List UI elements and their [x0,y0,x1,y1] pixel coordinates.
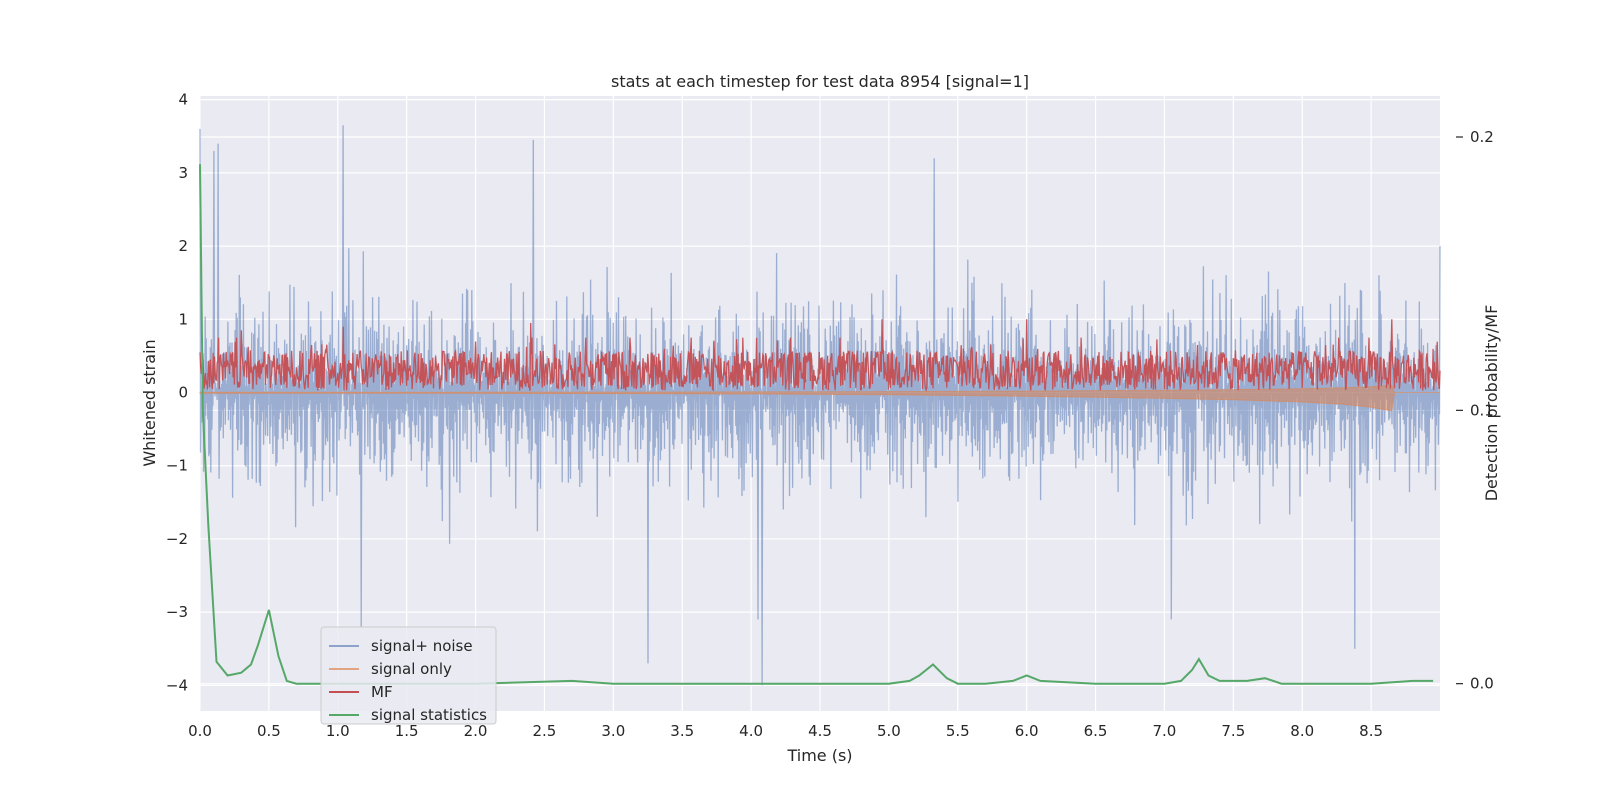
y2-tick-label: 0.1 [1470,401,1494,419]
y2-tick-label: 0.2 [1470,128,1494,146]
x-tick-label: 1.5 [395,722,419,740]
y-tick-label: −4 [166,676,188,694]
y2-tick-label: 0.0 [1470,675,1494,693]
series-signal-statistics-line [199,164,1434,685]
series-signal-only-band [199,384,1440,412]
x-tick-label: 4.5 [808,722,832,740]
x-tick-label: 3.0 [601,722,625,740]
x-axis-label: Time (s) [786,746,852,765]
x-tick-label: 0.0 [188,722,212,740]
y-tick-label: 1 [178,310,188,328]
x-tick-label: 8.0 [1290,722,1314,740]
x-tick-label: 1.0 [326,722,350,740]
x-tick-label: 2.5 [533,722,557,740]
ticks-layer: 0.0 0.5 1.0 1.5 2.0 2.5 3.0 3.5 4.0 4.5 5.0 5.5 6.0 6… [166,91,1494,740]
legend-label: signal statistics [371,706,487,724]
x-tick-label: 6.0 [1015,722,1039,740]
legend-label: signal+ noise [371,637,473,655]
legend-box [320,626,497,725]
y-tick-label: 3 [178,164,188,182]
y-tick-label: 4 [178,91,188,109]
x-tick-label: 7.0 [1153,722,1177,740]
x-tick-label: 0.5 [257,722,281,740]
series-mf-line [199,319,1441,392]
x-tick-label: 3.5 [670,722,694,740]
y-axis-label: Whitened strain [140,339,159,466]
chart-title: stats at each timestep for test data 895… [611,72,1029,91]
x-tick-label: 8.5 [1359,722,1383,740]
x-tick-label: 6.5 [1084,722,1108,740]
x-tick-label: 7.5 [1221,722,1245,740]
x-tick-label: 5.5 [946,722,970,740]
y-tick-label: 0 [178,384,188,402]
x-tick-label: 2.0 [464,722,488,740]
legend: signal+ noise signal only MF signal statist… [320,626,497,725]
x-tick-label: 4.0 [739,722,763,740]
legend-label: signal only [371,660,452,678]
legend-label: MF [371,683,393,701]
x-tick-label: 5.0 [877,722,901,740]
y-tick-label: −1 [166,457,188,475]
y-tick-label: −3 [166,603,188,621]
y-tick-label: −2 [166,530,188,548]
grid [199,96,1440,711]
y-tick-label: 2 [178,237,188,255]
y2-axis-label: Detection probability/MF [1482,305,1501,502]
series-layer [199,125,1441,686]
